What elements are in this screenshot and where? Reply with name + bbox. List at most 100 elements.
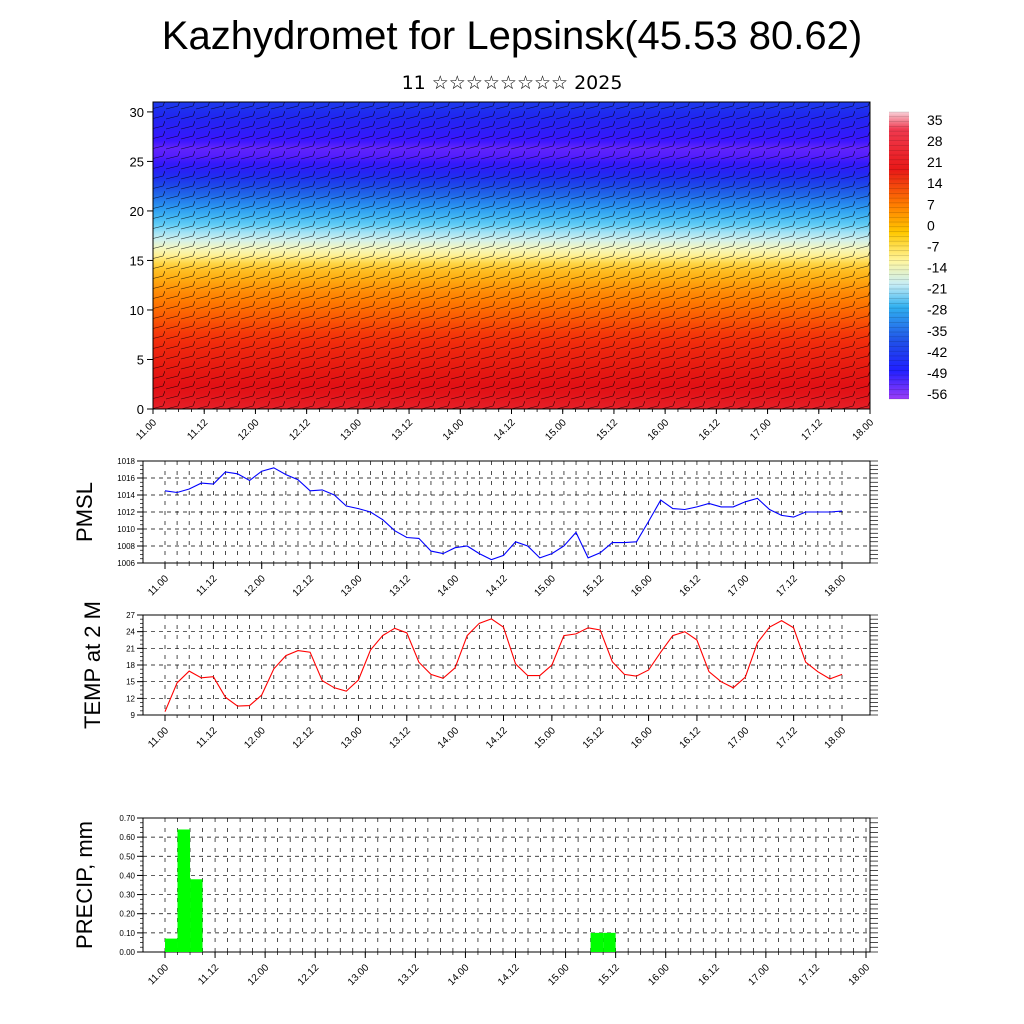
x-tick-label: 16.12 — [678, 573, 704, 599]
x-tick-label: 13.00 — [339, 417, 365, 443]
temp-panel: 9 12 15 18 21 24 27 11.00 11.12 12.00 12.12 13.00 13… — [80, 601, 878, 751]
y-axis-label: PMSL — [72, 482, 97, 542]
y-tick-label: 1008 — [117, 542, 135, 551]
cross-section-heatmap: 0 5 10 15 20 25 30 11.00 11.12 12.00 12.12 13.00 13.… — [130, 101, 877, 443]
x-tick-label: 11.00 — [134, 417, 159, 442]
x-tick-label: 13.00 — [339, 725, 365, 751]
x-tick-label: 15.00 — [543, 417, 569, 443]
y-tick-label: 9 — [131, 711, 136, 720]
x-tick-label: 13.12 — [387, 725, 413, 751]
y-tick-label: 27 — [126, 611, 135, 620]
y-tick-label: 1012 — [117, 508, 135, 517]
x-tick-label: 12.00 — [246, 962, 272, 988]
y-tick-label: 18 — [126, 661, 135, 670]
x-tick-label: 12.00 — [242, 725, 268, 751]
x-tick-label: 15.12 — [581, 573, 607, 599]
colorbar-label: -42 — [927, 344, 947, 360]
colorbar-label: -14 — [927, 260, 947, 276]
y-tick-label: 0 — [137, 402, 144, 417]
x-tick-label: 15.00 — [546, 962, 572, 988]
x-tick-label: 13.00 — [339, 573, 365, 599]
y-tick-label: 0.50 — [119, 852, 135, 861]
x-tick-label: 17.00 — [747, 962, 773, 988]
y-tick-label: 10 — [130, 303, 144, 318]
x-tick-label: 13.00 — [346, 962, 372, 988]
precip-bar — [603, 932, 616, 952]
pmsl-panel: 1006 1008 1010 1012 1014 1016 1018 11.00 11.12 12… — [72, 457, 878, 599]
x-tick-label: 12.00 — [236, 417, 262, 443]
colorbar-label: 14 — [927, 175, 943, 191]
x-tick-label: 13.12 — [390, 417, 416, 443]
y-tick-label: 1014 — [117, 491, 135, 500]
y-tick-label: 1006 — [117, 559, 135, 568]
x-tick-label: 11.00 — [146, 725, 171, 750]
x-tick-label: 15.12 — [581, 725, 607, 751]
x-tick-label: 17.00 — [726, 725, 752, 751]
x-tick-label: 12.00 — [242, 573, 268, 599]
x-tick-label: 14.12 — [484, 573, 510, 599]
x-tick-label: 14.00 — [436, 573, 462, 599]
colorbar-label: -21 — [927, 281, 947, 297]
x-tick-label: 17.00 — [748, 417, 774, 443]
x-tick-label: 17.12 — [799, 417, 825, 443]
y-axis-label: PRECIP, mm — [72, 821, 97, 949]
x-tick-label: 11.12 — [185, 417, 210, 442]
x-tick-label: 16.00 — [646, 417, 672, 443]
colorbar-label: -49 — [927, 365, 947, 381]
heatmap-fill-group — [153, 102, 870, 409]
precip-panel: 0.00 0.10 0.20 0.30 0.40 0.50 0.60 0.70 11.00 11.… — [72, 814, 878, 988]
x-tick-label: 11.12 — [196, 962, 221, 987]
x-tick-label: 18.00 — [823, 725, 849, 751]
colorbar-label: -7 — [927, 238, 940, 254]
x-tick-label: 14.00 — [446, 962, 472, 988]
colorbar-label: 0 — [927, 217, 935, 233]
y-tick-label: 0.00 — [119, 948, 135, 957]
x-tick-label: 15.00 — [533, 725, 559, 751]
y-tick-label: 12 — [126, 694, 135, 703]
y-tick-label: 1010 — [117, 525, 135, 534]
x-tick-label: 14.12 — [492, 417, 518, 443]
x-tick-label: 14.00 — [436, 725, 462, 751]
y-tick-label: 20 — [130, 204, 144, 219]
colorbar-label: 35 — [927, 112, 943, 128]
precip-bar — [190, 879, 203, 952]
colorbar-gradient — [889, 112, 909, 399]
y-tick-label: 1018 — [117, 457, 135, 466]
y-tick-label: 25 — [130, 154, 144, 169]
y-tick-label: 15 — [130, 253, 144, 268]
x-tick-label: 11.00 — [146, 573, 171, 598]
x-tick-label: 12.12 — [291, 725, 317, 751]
y-tick-label: 0.10 — [119, 929, 135, 938]
y-tick-label: 30 — [130, 105, 144, 120]
y-tick-label: 21 — [126, 644, 135, 653]
y-tick-label: 0.70 — [119, 814, 135, 823]
precip-bar — [165, 938, 178, 952]
y-tick-label: 24 — [126, 628, 135, 637]
x-tick-label: 16.12 — [696, 962, 722, 988]
x-tick-label: 18.00 — [823, 573, 849, 599]
chart-title: Kazhydromet for Lepsinsk(45.53 80.62) — [161, 14, 863, 58]
x-tick-label: 17.12 — [774, 573, 800, 599]
pmsl-series-line — [164, 467, 843, 561]
x-tick-label: 11.12 — [195, 725, 220, 750]
colorbar: 35 28 21 14 7 0 -7 -14 -21 -28 -35 -42 -49 -56 — [889, 111, 947, 402]
y-tick-label: 1016 — [117, 474, 135, 483]
x-tick-label: 13.12 — [387, 573, 413, 599]
y-tick-label: 15 — [126, 678, 135, 687]
colorbar-label: 28 — [927, 133, 943, 149]
x-tick-label: 17.12 — [774, 725, 800, 751]
x-tick-label: 16.00 — [629, 573, 655, 599]
x-tick-label: 18.00 — [851, 417, 877, 443]
colorbar-label: -35 — [927, 323, 947, 339]
x-tick-label: 16.00 — [646, 962, 672, 988]
temp-series-line — [164, 618, 843, 712]
x-tick-label: 15.12 — [596, 962, 622, 988]
x-tick-label: 16.12 — [697, 417, 723, 443]
precip-bar — [177, 829, 191, 952]
colorbar-label: 21 — [927, 154, 943, 170]
colorbar-label: 7 — [927, 196, 935, 212]
x-tick-label: 15.00 — [533, 573, 559, 599]
x-tick-label: 12.12 — [291, 573, 317, 599]
plot-frame — [142, 817, 871, 953]
